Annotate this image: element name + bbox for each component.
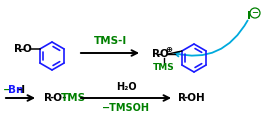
- Text: −TMSOH: −TMSOH: [102, 103, 150, 113]
- Text: Bn: Bn: [8, 85, 23, 95]
- Text: R: R: [14, 44, 22, 54]
- Text: TMS: TMS: [61, 93, 86, 103]
- Text: TMS: TMS: [153, 64, 175, 72]
- Text: ⊕: ⊕: [165, 46, 173, 55]
- Text: −: −: [3, 85, 12, 95]
- Text: TMS-I: TMS-I: [93, 36, 127, 46]
- Text: R: R: [152, 49, 160, 59]
- FancyArrowPatch shape: [175, 20, 248, 56]
- Text: O: O: [160, 49, 169, 59]
- Text: I: I: [247, 11, 251, 21]
- Text: R: R: [44, 93, 52, 103]
- Text: O: O: [22, 44, 31, 54]
- Text: -O-: -O-: [50, 93, 67, 103]
- Text: -OH: -OH: [184, 93, 206, 103]
- Text: R: R: [178, 93, 186, 103]
- Text: -I: -I: [18, 85, 26, 95]
- Text: H₂O: H₂O: [116, 82, 136, 92]
- Text: −: −: [252, 8, 258, 18]
